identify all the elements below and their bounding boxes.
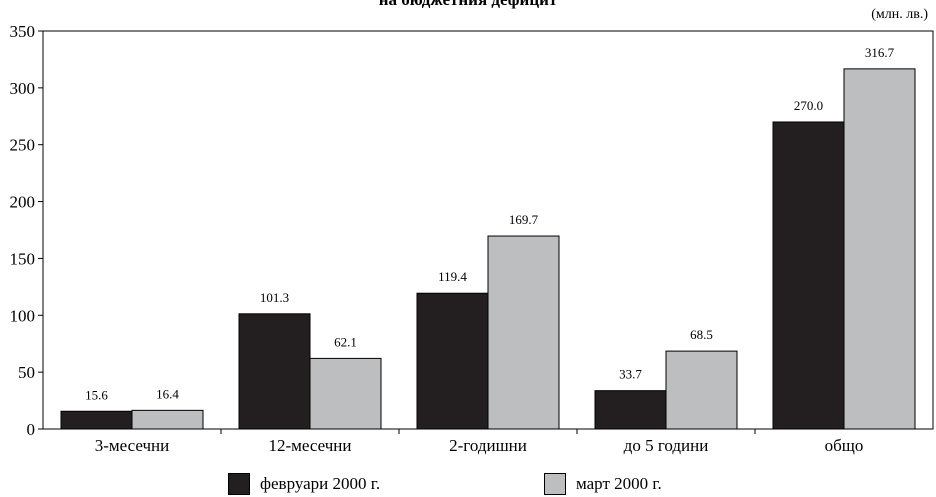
legend-swatch-feb bbox=[228, 473, 250, 495]
data-label-feb-2: 119.4 bbox=[438, 269, 467, 284]
legend-swatch-mar bbox=[544, 473, 566, 495]
data-label-feb-0: 15.6 bbox=[85, 387, 108, 402]
x-tick-label-4: общо bbox=[825, 436, 864, 455]
y-tick-label-50: 50 bbox=[18, 363, 35, 382]
bar-mar-1 bbox=[309, 357, 382, 430]
data-label-feb-1: 101.3 bbox=[260, 290, 289, 305]
bar-feb-2 bbox=[416, 292, 489, 430]
x-tick-label-1: 12-месечни bbox=[268, 436, 351, 455]
y-tick-label-300: 300 bbox=[10, 79, 36, 98]
y-tick-label-150: 150 bbox=[10, 249, 36, 268]
y-tick-label-0: 0 bbox=[27, 420, 36, 439]
y-tick-label-100: 100 bbox=[10, 306, 36, 325]
legend-label-mar: март 2000 г. bbox=[576, 474, 662, 493]
bar-feb-4 bbox=[772, 121, 845, 430]
y-tick-label-200: 200 bbox=[10, 193, 36, 212]
plot-frame bbox=[42, 30, 934, 430]
bar-mar-0 bbox=[131, 409, 204, 430]
unit-label: (млн. лв.) bbox=[871, 7, 928, 22]
data-label-mar-3: 68.5 bbox=[690, 327, 713, 342]
x-tick-label-3: до 5 години bbox=[624, 436, 709, 455]
bar-feb-3 bbox=[594, 390, 667, 430]
x-tick-label-2: 2-годишни bbox=[449, 436, 527, 455]
data-label-mar-1: 62.1 bbox=[334, 334, 357, 349]
y-tick-label-250: 250 bbox=[10, 136, 36, 155]
legend-item-feb: февруари 2000 г. bbox=[228, 473, 380, 495]
data-label-feb-3: 33.7 bbox=[619, 367, 642, 382]
data-label-mar-4: 316.7 bbox=[865, 45, 895, 60]
y-tick-label-350: 350 bbox=[10, 22, 36, 41]
legend-label-feb: февруари 2000 г. bbox=[260, 474, 381, 493]
data-label-feb-4: 270.0 bbox=[794, 98, 823, 113]
bar-mar-2 bbox=[487, 235, 560, 430]
data-label-mar-2: 169.7 bbox=[509, 212, 539, 227]
data-label-mar-0: 16.4 bbox=[156, 386, 179, 401]
bar-mar-4 bbox=[843, 68, 916, 430]
bar-feb-1 bbox=[238, 313, 311, 430]
bar-feb-0 bbox=[60, 410, 133, 430]
chart-title: на бюджетния дефицит bbox=[0, 0, 936, 10]
x-tick-label-0: 3-месечни bbox=[95, 436, 170, 455]
legend-item-mar: март 2000 г. bbox=[544, 473, 662, 495]
bar-mar-3 bbox=[665, 350, 738, 430]
